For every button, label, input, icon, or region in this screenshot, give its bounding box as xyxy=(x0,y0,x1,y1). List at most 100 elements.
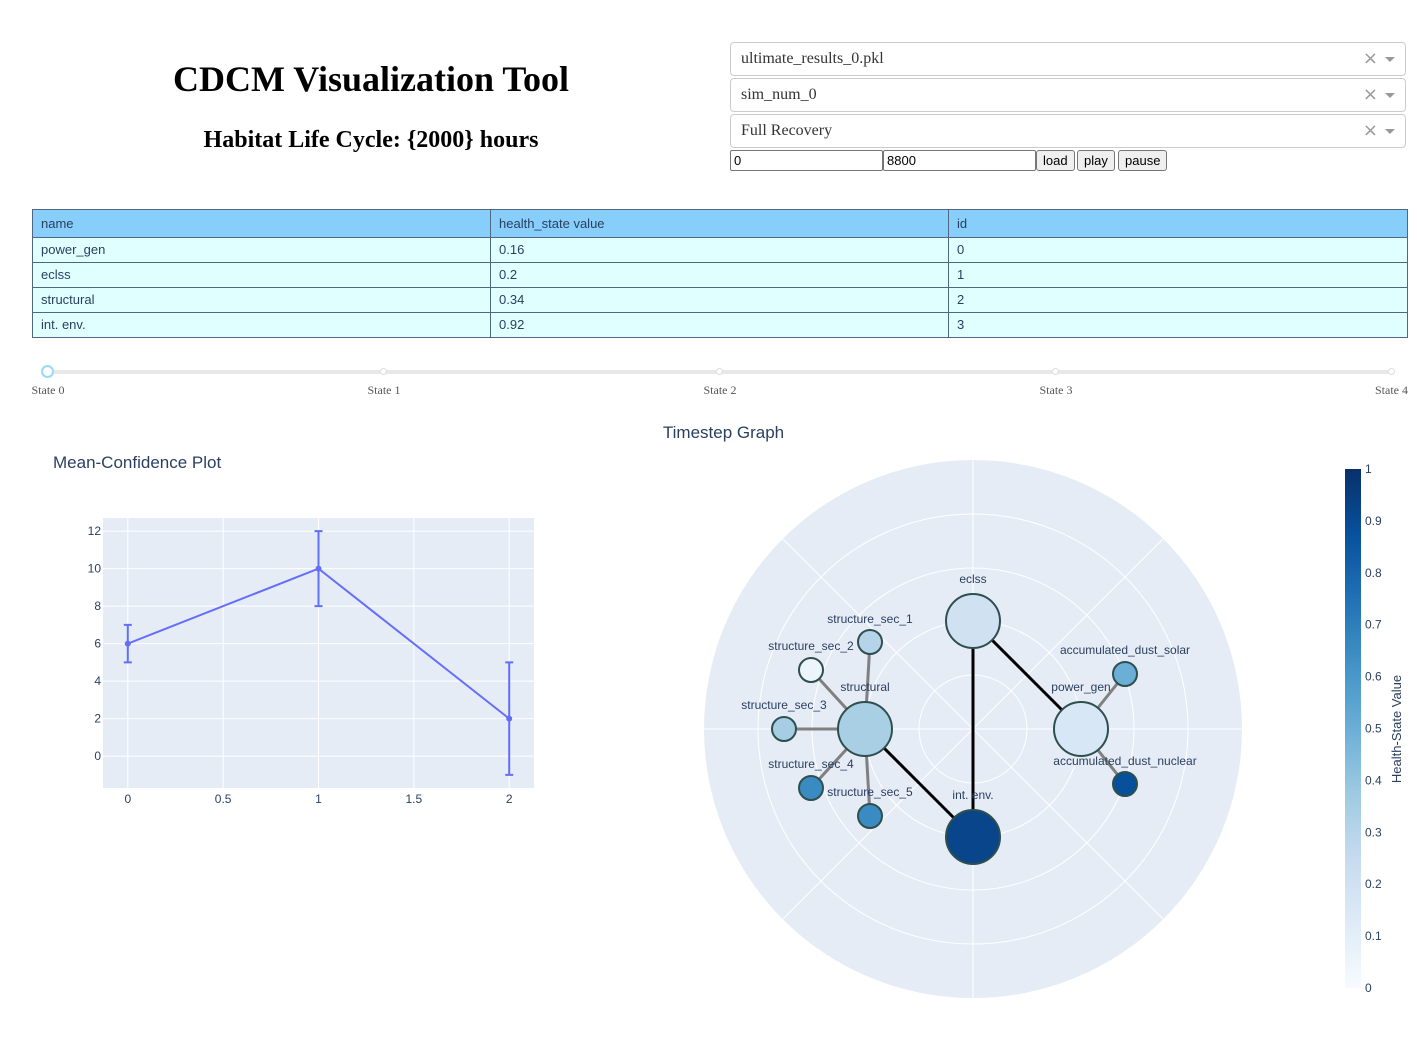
graph-node-label: structure_sec_2 xyxy=(768,639,854,653)
colorbar-tick-label: 0 xyxy=(1365,981,1372,995)
table-cell: 2 xyxy=(948,287,1408,313)
y-axis-ticks: 0 2 4 6 8 10 12 xyxy=(88,524,102,763)
start-input[interactable] xyxy=(730,150,883,171)
graph-node xyxy=(945,809,1001,865)
x-tick-label: 0.5 xyxy=(215,792,232,806)
slider-mark[interactable] xyxy=(716,368,723,375)
graph-node xyxy=(857,629,883,655)
table-cell: structural xyxy=(32,287,491,313)
column-header-health-state: health_state value xyxy=(490,209,949,238)
colorbar-tick-label: 0.7 xyxy=(1365,618,1382,632)
mean-point xyxy=(506,715,513,722)
graph-node xyxy=(798,657,824,683)
health-state-table: name health_state value id power_gen 0.1… xyxy=(32,209,1408,338)
state-slider-handle[interactable] xyxy=(41,365,54,378)
table-cell: 1 xyxy=(948,262,1408,288)
colorbar-gradient xyxy=(1345,469,1361,988)
graph-node xyxy=(798,775,824,801)
graph-node-label: eclss xyxy=(959,572,986,586)
table-cell: eclss xyxy=(32,262,491,288)
table-cell: int. env. xyxy=(32,312,491,338)
timestep-graph-title: Timestep Graph xyxy=(662,423,785,442)
table-cell: 0.16 xyxy=(490,237,949,263)
mode-dropdown[interactable]: Full Recovery × xyxy=(730,114,1406,148)
mode-dropdown-value: Full Recovery xyxy=(741,122,833,139)
slider-label-state-0[interactable]: State 0 xyxy=(31,383,65,397)
graph-node xyxy=(837,701,893,757)
y-tick-label: 12 xyxy=(88,524,102,538)
graph-node-label: structure_sec_1 xyxy=(827,612,913,626)
colorbar-title: Health-State Value xyxy=(1389,675,1404,783)
clear-icon[interactable]: × xyxy=(1362,84,1378,105)
graph-node-label: structure_sec_4 xyxy=(768,757,854,771)
colorbar-tick-label: 0.6 xyxy=(1365,670,1382,684)
graph-node-label: accumulated_dust_solar xyxy=(1060,643,1190,657)
graph-node-label: structural xyxy=(840,680,889,694)
colorbar-ticks: 0 0.1 0.2 0.3 0.4 0.5 0.6 0.7 0.8 0.9 1 xyxy=(1365,462,1382,995)
table-row: int. env. 0.92 3 xyxy=(32,312,1408,338)
table-cell: 0.34 xyxy=(490,287,949,313)
chevron-down-icon[interactable] xyxy=(1385,129,1395,134)
x-tick-label: 1 xyxy=(315,792,322,806)
mean-plot-title: Mean-Confidence Plot xyxy=(53,453,222,472)
graph-node xyxy=(1112,661,1138,687)
file-dropdown-value: ultimate_results_0.pkl xyxy=(741,50,884,67)
play-button[interactable]: play xyxy=(1077,150,1115,171)
file-dropdown[interactable]: ultimate_results_0.pkl × xyxy=(730,42,1406,76)
mean-points xyxy=(124,565,513,722)
graph-node-labels: eclss power_gen structural int. env. structu… xyxy=(741,572,1196,802)
graph-node xyxy=(771,716,797,742)
end-input[interactable] xyxy=(883,150,1036,171)
column-header-id: id xyxy=(948,209,1408,238)
colorbar-tick-label: 1 xyxy=(1365,462,1372,476)
load-button[interactable]: load xyxy=(1036,150,1075,171)
mean-point xyxy=(124,640,131,647)
table-cell: 0.2 xyxy=(490,262,949,288)
x-tick-label: 2 xyxy=(506,792,513,806)
colorbar-tick-label: 0.1 xyxy=(1365,929,1382,943)
y-tick-label: 0 xyxy=(94,749,101,763)
slider-mark[interactable] xyxy=(380,368,387,375)
health-state-colorbar: 0 0.1 0.2 0.3 0.4 0.5 0.6 0.7 0.8 0.9 1 Health-Sta… xyxy=(1345,462,1404,995)
table-row: power_gen 0.16 0 xyxy=(32,237,1408,263)
colorbar-tick-label: 0.4 xyxy=(1365,773,1382,787)
y-tick-label: 6 xyxy=(94,637,101,651)
chevron-down-icon[interactable] xyxy=(1385,57,1395,62)
slider-label-state-3[interactable]: State 3 xyxy=(1039,383,1073,397)
x-tick-label: 0 xyxy=(124,792,131,806)
clear-icon[interactable]: × xyxy=(1362,120,1378,141)
sim-dropdown[interactable]: sim_num_0 × xyxy=(730,78,1406,112)
graph-node xyxy=(1053,701,1109,757)
chevron-down-icon[interactable] xyxy=(1385,93,1395,98)
sim-dropdown-value: sim_num_0 xyxy=(741,86,817,103)
slider-mark[interactable] xyxy=(1388,368,1395,375)
colorbar-tick-label: 0.9 xyxy=(1365,514,1382,528)
colorbar-tick-label: 0.5 xyxy=(1365,722,1382,736)
table-cell: 0 xyxy=(948,237,1408,263)
slider-label-state-2[interactable]: State 2 xyxy=(703,383,737,397)
page-title: CDCM Visualization Tool xyxy=(172,59,570,99)
column-header-name: name xyxy=(32,209,491,238)
graph-node-label: structure_sec_5 xyxy=(827,785,913,799)
slider-label-state-4[interactable]: State 4 xyxy=(1375,383,1408,397)
slider-label-state-1[interactable]: State 1 xyxy=(367,383,401,397)
graph-node-label: int. env. xyxy=(952,788,993,802)
table-cell: 0.92 xyxy=(490,312,949,338)
graph-node xyxy=(857,803,883,829)
graph-nodes xyxy=(771,593,1138,865)
pause-button[interactable]: pause xyxy=(1118,150,1168,171)
x-tick-label: 1.5 xyxy=(406,792,423,806)
mean-point xyxy=(315,565,322,572)
x-axis-ticks: 0 0.5 1 1.5 2 xyxy=(124,792,512,806)
y-tick-label: 8 xyxy=(94,599,101,613)
table-row: eclss 0.2 1 xyxy=(32,262,1408,288)
table-header-row: name health_state value id xyxy=(32,209,1408,238)
graph-node xyxy=(1112,771,1138,797)
clear-icon[interactable]: × xyxy=(1362,48,1378,69)
table-cell: 3 xyxy=(948,312,1408,338)
graph-node-label: accumulated_dust_nuclear xyxy=(1053,754,1196,768)
y-tick-label: 4 xyxy=(94,674,101,688)
colorbar-tick-label: 0.2 xyxy=(1365,877,1382,891)
slider-mark[interactable] xyxy=(1052,368,1059,375)
table-row: structural 0.34 2 xyxy=(32,287,1408,313)
